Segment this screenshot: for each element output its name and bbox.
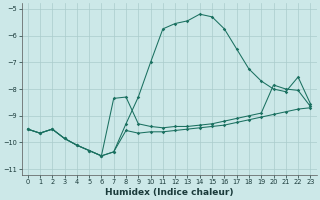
X-axis label: Humidex (Indice chaleur): Humidex (Indice chaleur) — [105, 188, 233, 197]
